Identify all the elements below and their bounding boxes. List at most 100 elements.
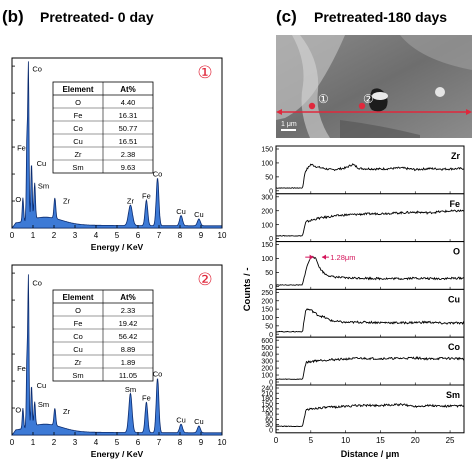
width-arrowhead	[309, 254, 314, 260]
x-tick-label: 4	[94, 231, 99, 240]
table-cell-value: 1.89	[121, 358, 136, 367]
table-cell-value: 2.38	[121, 150, 136, 159]
x-tick-label: 6	[136, 231, 141, 240]
table-cell-element: Cu	[73, 137, 83, 146]
y-tick-label: 200	[261, 298, 273, 305]
width-annotation: 1.28μm	[330, 253, 355, 262]
profile-line	[275, 209, 465, 237]
x-tick-label: 10	[218, 231, 227, 240]
spectrum-marker: ①	[197, 63, 212, 82]
table-header-element: Element	[62, 293, 93, 302]
y-tick-label: 0	[269, 332, 273, 339]
y-tick-label: 100	[261, 315, 273, 322]
x-tick-label: 1	[31, 438, 36, 447]
peak-label: Sm	[38, 181, 49, 190]
y-tick-label: 120	[261, 407, 273, 414]
table-cell-value: 4.40	[121, 98, 136, 107]
x-tick-label: 8	[178, 438, 183, 447]
x-tick-label: 2	[52, 438, 57, 447]
profile-fe: 0 100 200 300 Fe	[261, 193, 465, 243]
y-tick-label: 50	[265, 174, 273, 181]
point-2-marker: ②	[363, 92, 374, 106]
spectrum-marker: ②	[197, 270, 212, 289]
profile-frame	[275, 384, 465, 434]
profile-zr: 0 50 100 150 Zr	[261, 145, 465, 195]
y-tick-label: 90	[265, 412, 273, 419]
composition-table: Element At% O 4.40 Fe 16.31 Co 50.77 Cu 16.51 Zr 2.…	[52, 81, 154, 174]
panel-b-title: Pretreated- 0 day	[40, 9, 154, 25]
y-tick-label: 210	[261, 391, 273, 398]
y-tick-label: 150	[261, 307, 273, 314]
peak-label: Sm	[38, 400, 49, 409]
y-tick-label: 100	[261, 222, 273, 229]
table-cell-element: Fe	[74, 111, 83, 120]
point-1-dot	[308, 102, 316, 110]
line-scan-end-arrow	[466, 109, 472, 115]
table-cell-value: 50.77	[119, 124, 138, 133]
y-tick-label: 500	[261, 345, 273, 352]
table-cell-value: 16.51	[119, 137, 138, 146]
x-tick-label: 3	[73, 438, 78, 447]
table-cell-value: 9.63	[121, 163, 136, 172]
peak-label: Sm	[125, 385, 136, 394]
peak-label: Co	[153, 370, 163, 379]
panel-c-title: Pretreated-180 days	[314, 9, 447, 25]
table-cell-element: Zr	[74, 358, 82, 367]
profile-frame	[275, 288, 465, 338]
profile-element-label: Sm	[446, 390, 460, 400]
y-tick-label: 0	[269, 284, 273, 291]
table-cell-value: 11.05	[119, 371, 137, 380]
y-tick-label: 180	[261, 396, 273, 403]
peak-label: Cu	[37, 381, 47, 390]
peak-label: Cu	[176, 207, 186, 216]
x-tick-label: 8	[178, 231, 183, 240]
y-axis-label: Counts / -	[242, 267, 253, 311]
table-cell-element: O	[75, 306, 81, 315]
y-tick-label: 400	[261, 352, 273, 359]
y-tick-label: 150	[261, 401, 273, 408]
table-cell-value: 2.33	[121, 306, 136, 315]
table-header-element: Element	[62, 85, 93, 94]
sem-grain-edge	[292, 35, 330, 138]
x-tick-label: 5	[115, 231, 120, 240]
y-tick-label: 0	[269, 380, 273, 387]
peak-label: Zr	[63, 407, 71, 416]
x-tick-label: 7	[157, 438, 162, 447]
table-cell-value: 19.42	[119, 319, 138, 328]
y-tick-label: 250	[261, 290, 273, 297]
y-tick-label: 50	[265, 270, 273, 277]
y-tick-label: 100	[261, 256, 273, 263]
x-axis-label: Energy / KeV	[91, 242, 144, 252]
peak-label: Fe	[142, 192, 151, 201]
x-tick-label: 9	[199, 438, 204, 447]
peak-label: Co	[32, 278, 42, 287]
eds-spectrum-2: O Fe Co Cu Sm Zr Sm Fe Co Cu Cu 0 1 2 3 4 5 6 7 8 9 10 Energy …	[10, 264, 227, 459]
peak-label: O	[15, 406, 21, 415]
table-cell-value: 56.42	[119, 332, 138, 341]
profile-line	[276, 163, 465, 189]
x-tick-label: 6	[136, 438, 141, 447]
sem-bright-particle	[372, 92, 388, 100]
y-tick-label: 200	[261, 208, 273, 215]
composition-table: Element At% O 2.33 Fe 19.42 Co 56.42 Cu 8.89 Zr 1.8…	[52, 289, 154, 382]
table-cell-element: Co	[73, 332, 83, 341]
x-tick-label: 20	[411, 436, 420, 445]
peak-label: Fe	[142, 393, 151, 402]
table-cell-element: Co	[73, 124, 83, 133]
table-cell-element: Zr	[74, 150, 82, 159]
peak-label: Cu	[176, 416, 186, 425]
profile-element-label: Co	[448, 342, 460, 352]
profile-line	[275, 255, 465, 286]
profile-frame	[275, 193, 465, 243]
table-cell-element: O	[75, 98, 81, 107]
x-tick-label: 3	[73, 231, 78, 240]
line-scan-profiles: 050100150Zr0100200300Fe050100150O1.28μm0…	[242, 145, 465, 459]
profile-line	[275, 308, 465, 333]
point-1-marker: ①	[318, 92, 329, 106]
x-tick-label: 10	[341, 436, 350, 445]
peak-label: Cu	[37, 159, 47, 168]
profile-element-label: Zr	[451, 151, 460, 161]
table-cell-element: Fe	[74, 319, 83, 328]
y-tick-label: 300	[261, 194, 273, 201]
